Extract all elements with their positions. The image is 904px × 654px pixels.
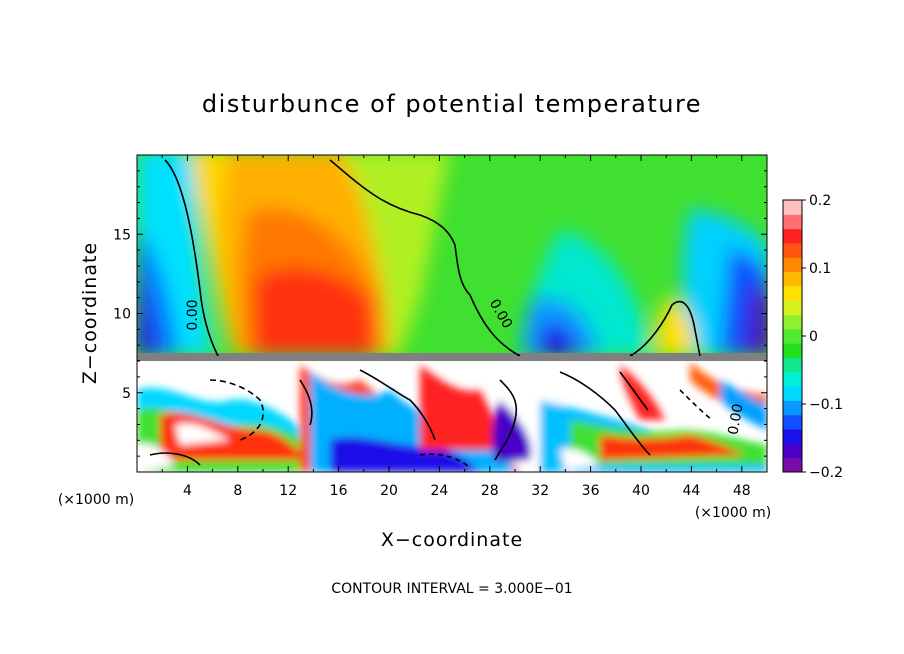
x-tick-label: 32 [531,483,549,499]
chart-title: disturbunce of potential temperature [202,90,702,118]
colorbar-swatch [783,343,802,358]
x-tick-label: 12 [279,483,297,499]
x-axis-label: X−coordinate [381,529,523,551]
colorbar-swatch [783,314,802,330]
contour-lines [149,159,713,469]
colorbar-swatch [783,386,802,401]
colorbar-tick-label: 0.2 [809,193,831,209]
upper-field-blobs [137,155,767,355]
interface-band [137,353,767,361]
colorbar-swatch [783,457,802,473]
colorbar-swatch [783,443,802,459]
colorbar-tick-label: 0.1 [809,261,831,277]
colorbar: 0.2 0.1 0 −0.1 −0.2 [782,193,843,481]
y-tick-label: 5 [122,386,131,402]
x-tick-label: 24 [430,483,448,499]
x-tick-label: 36 [582,483,600,499]
colorbar-swatch [783,257,802,273]
interface-contours [137,353,767,361]
colorbar-swatch [783,300,802,316]
y-axis-label: Z−coordinate [79,242,101,384]
colorbar-swatch [783,400,802,416]
x-unit-left: (×1000 m) [58,492,134,508]
colorbar-swatch [783,228,802,244]
colorbar-swatch [783,414,802,430]
colorbar-swatch [783,285,802,301]
colorbar-swatch [783,200,802,215]
colorbar-tick-label: 0 [809,329,818,345]
x-tick-label: 16 [330,483,348,499]
x-tick-label: 8 [233,483,242,499]
x-tick-label: 4 [183,483,192,499]
x-tick-label: 44 [682,483,700,499]
colorbar-swatch [783,214,802,230]
heatmap-field [137,155,767,472]
x-unit-right: (×1000 m) [695,505,771,521]
colorbar-tick-label: −0.1 [809,397,843,413]
colorbar-swatch [783,357,802,373]
x-axis-ticks: 4 8 12 16 20 24 28 32 36 40 44 48 [161,155,751,499]
y-tick-label: 10 [113,307,131,323]
contour-label: 0.00 [725,403,746,436]
colorbar-swatch [783,328,802,344]
x-tick-label: 48 [733,483,751,499]
x-tick-label: 40 [632,483,650,499]
x-tick-label: 20 [380,483,398,499]
y-axis-ticks: 5 10 15 [113,170,767,457]
x-tick-label: 28 [481,483,499,499]
colorbar-swatch [783,242,802,258]
contour-label: 0.00 [185,299,201,330]
colorbar-swatch [783,371,802,387]
y-tick-label: 15 [113,227,131,243]
contour-interval-note: CONTOUR INTERVAL = 3.000E−01 [331,581,572,597]
colorbar-swatch [783,271,802,287]
colorbar-tick-label: −0.2 [809,465,843,481]
colorbar-swatch [783,429,802,444]
